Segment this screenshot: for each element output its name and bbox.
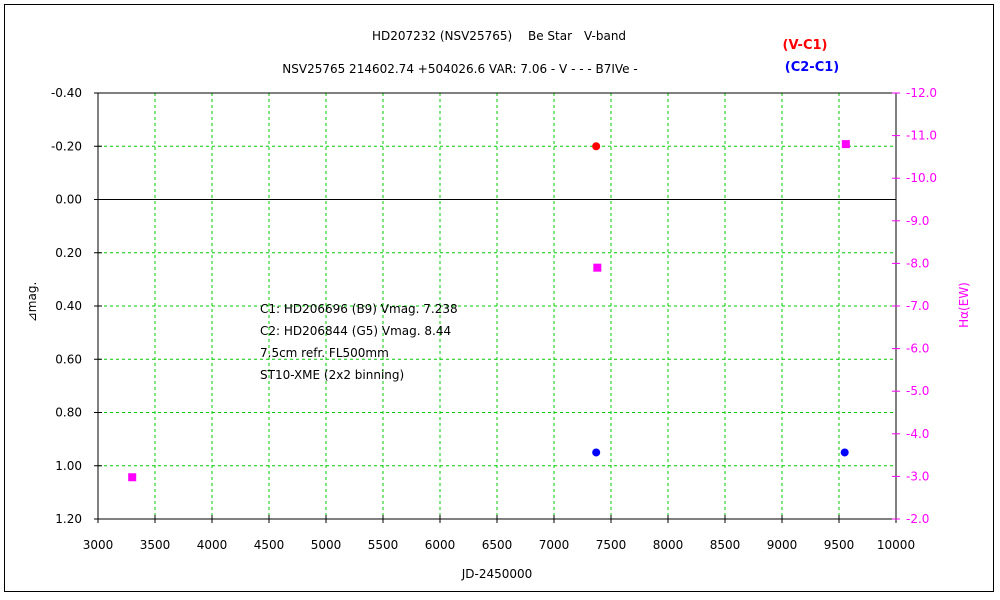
c2-c1-point	[840, 448, 849, 457]
y-tick-label-left: 1.20	[55, 512, 82, 526]
x-tick-label: 7000	[539, 538, 570, 552]
x-tick-label: 9500	[824, 538, 855, 552]
halpha-point	[593, 263, 602, 272]
y-tick-label-left: 0.60	[55, 352, 82, 366]
x-tick-label: 5500	[368, 538, 399, 552]
x-tick-label: 4000	[197, 538, 228, 552]
y-tick-label-left: -0.40	[51, 86, 82, 100]
y-tick-label-left: 1.00	[55, 459, 82, 473]
chart-frame	[4, 4, 994, 592]
x-tick-label: 4500	[254, 538, 285, 552]
y-tick-label-right: -10.0	[906, 171, 937, 185]
x-tick-label: 8000	[653, 538, 684, 552]
chart-subtitle: NSV25765 214602.74 +504026.6 VAR: 7.06 -…	[282, 62, 637, 76]
x-tick-label: 10000	[877, 538, 915, 552]
chart-title: HD207232 (NSV25765) Be Star V-band	[372, 29, 626, 43]
annotation-telescope: 7.5cm refr. FL500mm	[260, 346, 389, 360]
y-tick-label-left: 0.00	[55, 193, 82, 207]
y-tick-label-right: -5.0	[906, 384, 929, 398]
halpha-point	[841, 140, 850, 149]
y-tick-label-left: -0.20	[51, 139, 82, 153]
x-tick-label: 3500	[140, 538, 171, 552]
data-points	[128, 140, 850, 482]
y-tick-label-right: -9.0	[906, 214, 929, 228]
y-tick-label-right: -3.0	[906, 469, 929, 483]
annotation-c2: C2: HD206844 (G5) Vmag. 8.44	[260, 324, 451, 338]
y-tick-label-right: -11.0	[906, 129, 937, 143]
x-tick-label: 6000	[425, 538, 456, 552]
annotation-c1: C1: HD206696 (B9) Vmag. 7.238	[260, 302, 458, 316]
x-tick-label: 9000	[767, 538, 798, 552]
y-tick-label-right: -4.0	[906, 427, 929, 441]
x-tick-label: 6500	[482, 538, 513, 552]
y-tick-label-right: -8.0	[906, 256, 929, 270]
tick-marks	[94, 92, 900, 523]
y-tick-label-left: 0.80	[55, 406, 82, 420]
x-tick-label: 7500	[596, 538, 627, 552]
x-axis-label: JD-2450000	[461, 567, 533, 581]
legend-c2-c1: (C2-C1)	[785, 60, 839, 75]
y-axis-label-left: ⊿mag.	[25, 282, 39, 323]
c2-c1-point	[592, 448, 601, 457]
y-tick-label-right: -6.0	[906, 342, 929, 356]
legend-v-c1: (V-C1)	[783, 38, 828, 53]
v-c1-point	[592, 142, 601, 151]
y-tick-label-left: 0.40	[55, 299, 82, 313]
x-tick-label: 3000	[83, 538, 114, 552]
x-tick-label: 5000	[311, 538, 342, 552]
y-tick-label-right: -7.0	[906, 299, 929, 313]
y-tick-label-right: -2.0	[906, 512, 929, 526]
annotation-camera: ST10-XME (2x2 binning)	[260, 368, 404, 382]
grid	[98, 93, 896, 519]
halpha-point	[128, 473, 137, 482]
tick-labels: 3000 3500 4000 4500 5000 5500 6000 6500 7000 7500…	[51, 86, 937, 552]
y-tick-label-left: 0.20	[55, 246, 82, 260]
y-tick-label-right: -12.0	[906, 86, 937, 100]
y-axis-label-right: Hα(EW)	[957, 282, 971, 328]
x-tick-label: 8500	[710, 538, 741, 552]
